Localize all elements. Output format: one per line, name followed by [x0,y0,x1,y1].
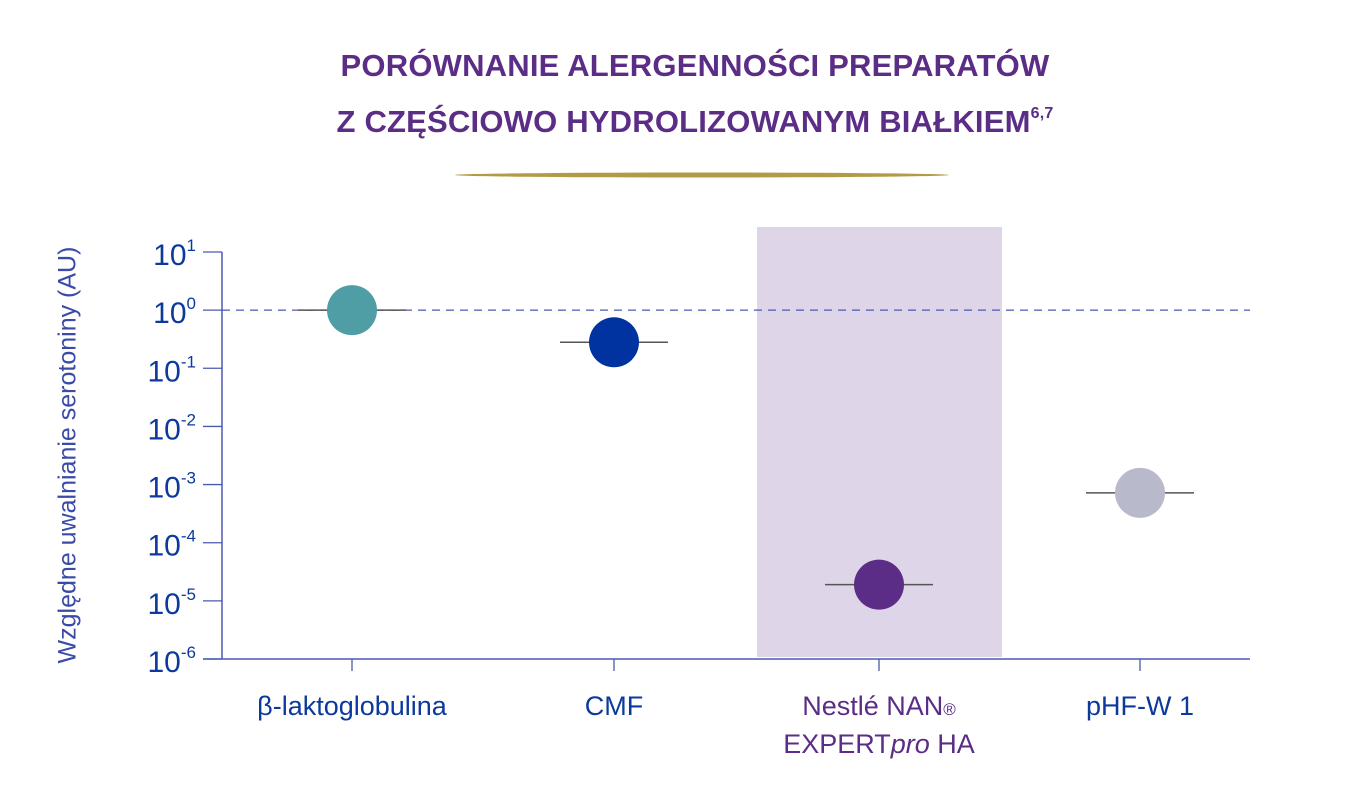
y-tick-label: 100 [153,294,196,330]
title-footnote: 6,7 [1030,105,1054,122]
y-tick-label: 10-4 [148,527,197,563]
x-tick-label: β-laktoglobulina [257,691,448,721]
y-tick-label: 10-2 [148,410,197,446]
title-line-1: PORÓWNANIE ALERGENNOŚCI PREPARATÓW [340,48,1050,83]
x-tick-label-line2: EXPERTpro HA [783,729,975,759]
y-tick-label: 101 [153,236,196,272]
x-tick-label: Nestlé NAN® [802,691,956,721]
y-tick-label: 10-1 [148,352,197,388]
y-tick-label: 10-3 [148,469,197,505]
data-point [1115,467,1165,518]
y-tick-label: 10-5 [148,585,197,621]
title-line-2: Z CZĘŚCIOWO HYDROLIZOWANYM BIAŁKIEM6,7 [336,104,1054,139]
data-point [589,317,639,368]
x-tick-label: CMF [585,691,643,721]
data-point [327,285,377,336]
x-tick-label: pHF-W 1 [1086,691,1194,721]
title-divider [455,172,949,178]
data-point [854,559,904,610]
y-tick-label: 10-6 [148,643,197,679]
chart-title: PORÓWNANIE ALERGENNOŚCI PREPARATÓW Z CZĘ… [0,42,1345,146]
